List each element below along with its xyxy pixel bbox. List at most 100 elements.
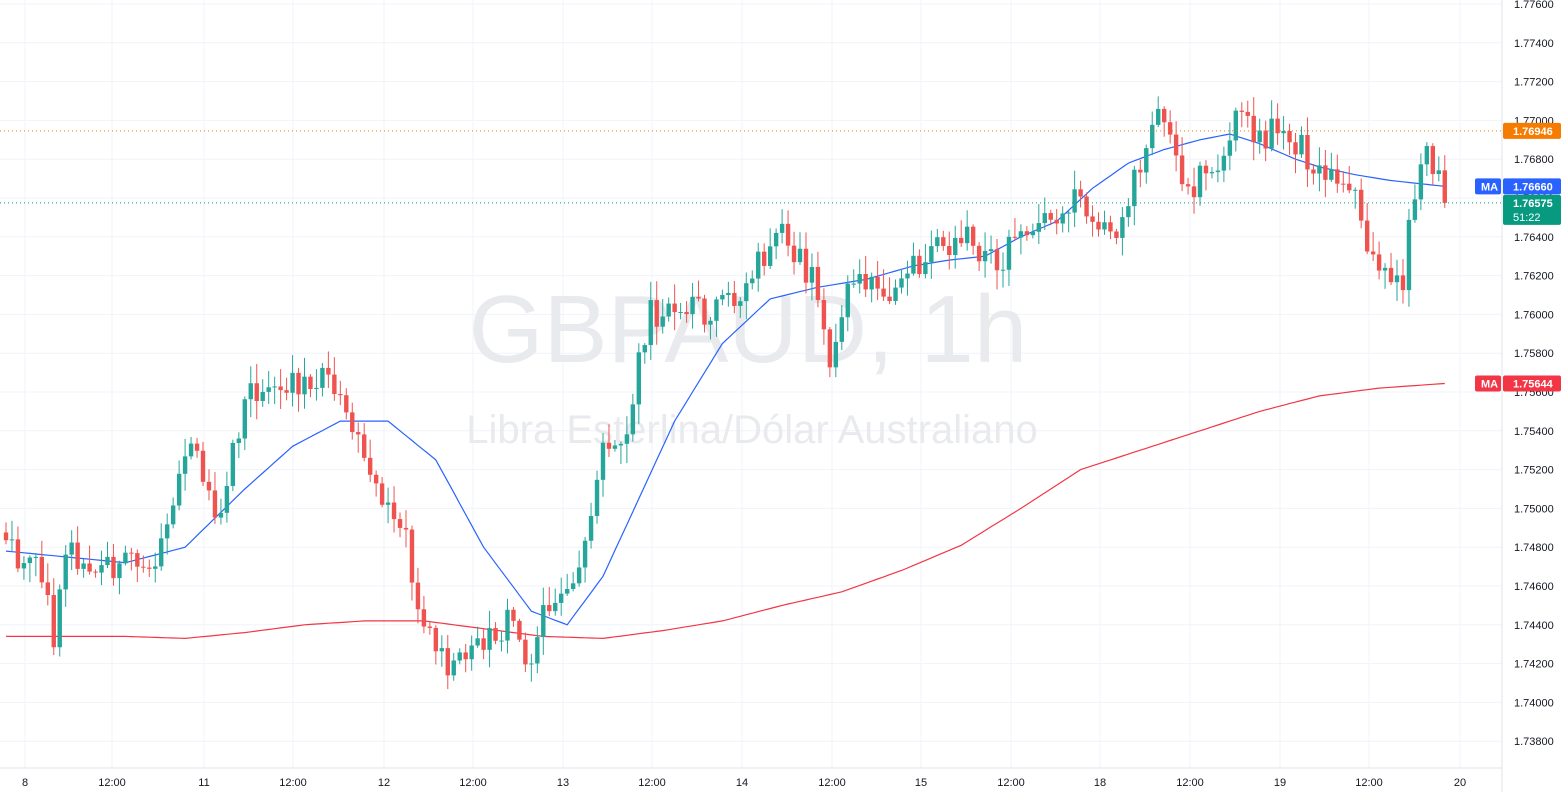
candle-up[interactable]	[678, 302, 683, 320]
candle-up[interactable]	[833, 323, 839, 378]
candle-down[interactable]	[15, 526, 21, 573]
candle-up[interactable]	[248, 366, 253, 418]
candle-down[interactable]	[785, 210, 791, 257]
candle-up[interactable]	[541, 587, 546, 655]
candle-down[interactable]	[344, 388, 349, 420]
candle-up[interactable]	[1233, 107, 1239, 152]
candle-up[interactable]	[857, 259, 862, 294]
candle-up[interactable]	[260, 379, 265, 407]
candle-down[interactable]	[821, 288, 827, 345]
candle-up[interactable]	[1150, 111, 1155, 156]
candle-down[interactable]	[350, 402, 355, 440]
candle-down[interactable]	[1323, 149, 1328, 198]
candle-down[interactable]	[284, 377, 289, 401]
candle-up[interactable]	[1132, 165, 1137, 226]
candle-down[interactable]	[917, 249, 922, 278]
candle-down[interactable]	[1161, 106, 1167, 137]
candle-up[interactable]	[720, 289, 725, 306]
candle-up[interactable]	[33, 553, 39, 577]
candle-down[interactable]	[87, 545, 92, 575]
candle-down[interactable]	[397, 512, 403, 538]
candle-up[interactable]	[744, 272, 749, 320]
candle-up[interactable]	[773, 228, 779, 260]
candle-up[interactable]	[117, 560, 122, 595]
candle-up[interactable]	[469, 635, 474, 671]
candle-down[interactable]	[1173, 121, 1179, 172]
candle-up[interactable]	[505, 598, 510, 654]
candle-up[interactable]	[935, 228, 940, 253]
candle-up[interactable]	[1406, 209, 1412, 307]
candle-up[interactable]	[570, 572, 576, 592]
candle-down[interactable]	[1335, 154, 1340, 193]
candle-down[interactable]	[194, 437, 200, 458]
candle-up[interactable]	[1036, 204, 1042, 244]
candle-down[interactable]	[791, 231, 797, 275]
candle-down[interactable]	[547, 586, 552, 617]
candle-up[interactable]	[988, 235, 994, 264]
candle-down[interactable]	[606, 424, 612, 458]
candle-down[interactable]	[463, 643, 468, 673]
candle-up[interactable]	[1042, 197, 1047, 230]
candle-down[interactable]	[1388, 252, 1394, 286]
candle-down[interactable]	[959, 220, 964, 247]
candle-up[interactable]	[750, 270, 755, 290]
candle-up[interactable]	[27, 555, 33, 583]
candle-up[interactable]	[1412, 184, 1418, 223]
candle-down[interactable]	[511, 606, 516, 627]
candle-up[interactable]	[1353, 187, 1358, 209]
candle-down[interactable]	[803, 232, 809, 294]
candle-up[interactable]	[582, 536, 588, 583]
candle-up[interactable]	[767, 228, 773, 270]
candle-up[interactable]	[660, 299, 665, 334]
candle-up[interactable]	[851, 269, 856, 288]
candle-down[interactable]	[391, 486, 397, 533]
candle-up[interactable]	[690, 283, 695, 329]
candle-down[interactable]	[1084, 192, 1089, 224]
candle-down[interactable]	[1287, 123, 1292, 155]
candle-down[interactable]	[1430, 143, 1436, 186]
candle-down[interactable]	[947, 231, 952, 270]
candle-down[interactable]	[206, 469, 212, 501]
candle-up[interactable]	[1281, 116, 1286, 150]
candle-down[interactable]	[254, 363, 259, 420]
candle-up[interactable]	[9, 520, 15, 552]
candle-up[interactable]	[314, 369, 319, 401]
candle-up[interactable]	[1197, 161, 1203, 206]
candle-up[interactable]	[648, 281, 653, 360]
candle-up[interactable]	[576, 550, 582, 587]
candle-down[interactable]	[111, 543, 116, 586]
candle-up[interactable]	[1144, 144, 1149, 184]
candle-up[interactable]	[164, 513, 170, 555]
candle-down[interactable]	[1024, 226, 1030, 241]
candle-up[interactable]	[451, 652, 456, 681]
candle-up[interactable]	[624, 416, 630, 464]
candle-down[interactable]	[1305, 117, 1310, 187]
candle-up[interactable]	[1215, 154, 1221, 183]
candle-up[interactable]	[779, 209, 785, 244]
candle-up[interactable]	[1072, 170, 1077, 228]
candle-up[interactable]	[553, 588, 558, 616]
candle-up[interactable]	[1030, 223, 1036, 239]
candle-down[interactable]	[421, 595, 427, 634]
candle-down[interactable]	[409, 525, 415, 601]
candle-up[interactable]	[487, 610, 492, 668]
candle-down[interactable]	[3, 522, 9, 545]
price-axis[interactable]: 1.776001.774001.772001.770001.768001.766…	[1501, 0, 1554, 792]
candle-down[interactable]	[481, 629, 486, 660]
candle-down[interactable]	[1078, 180, 1083, 208]
candle-down[interactable]	[976, 242, 982, 272]
candle-down[interactable]	[51, 578, 56, 656]
candle-down[interactable]	[1275, 103, 1280, 145]
candle-up[interactable]	[929, 230, 934, 279]
candle-up[interactable]	[99, 550, 104, 586]
candle-up[interactable]	[869, 272, 874, 303]
candle-up[interactable]	[636, 343, 642, 424]
candle-up[interactable]	[236, 432, 242, 458]
candle-up[interactable]	[642, 343, 647, 364]
candle-down[interactable]	[332, 357, 337, 401]
candle-down[interactable]	[362, 423, 367, 462]
time-axis[interactable]: 8 12:00 11 12:00 12 12:00 13 12:00 14 12:00 15 12:0…	[0, 767, 1502, 789]
candle-down[interactable]	[815, 251, 821, 308]
candle-up[interactable]	[272, 376, 277, 405]
